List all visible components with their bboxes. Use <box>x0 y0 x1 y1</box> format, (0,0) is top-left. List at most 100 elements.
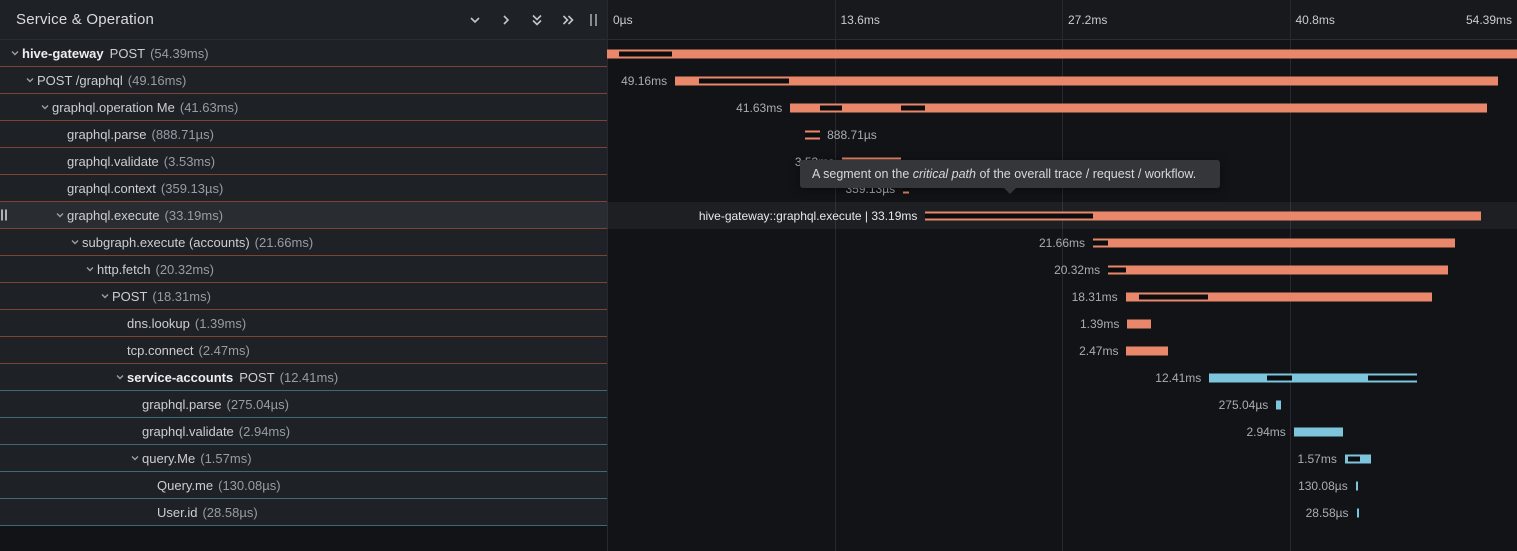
span-name-cell[interactable]: graphql.parse (888.71µs) <box>0 121 607 148</box>
time-tick-label: 27.2ms <box>1068 13 1108 27</box>
span-name-cell[interactable]: POST /graphql (49.16ms) <box>0 67 607 94</box>
span-operation-name: POST <box>239 369 275 385</box>
span-bar-cell[interactable]: 49.16ms <box>607 67 1517 94</box>
span-duration-label: 2.47ms <box>1079 343 1119 358</box>
chevron-down-icon[interactable] <box>23 75 37 85</box>
span-name-cell[interactable]: graphql.operation Me (41.63ms) <box>0 94 607 121</box>
span-name-cell[interactable]: graphql.validate (3.53ms) <box>0 148 607 175</box>
time-tick-label: 13.6ms <box>840 13 880 27</box>
span-bar[interactable] <box>1209 373 1417 382</box>
span-operation-name: User.id <box>157 504 198 520</box>
span-duration-label: 1.57ms <box>1297 451 1337 466</box>
span-bar[interactable] <box>1127 319 1151 328</box>
span-bar-cell[interactable]: 2.94ms <box>607 418 1517 445</box>
span-duration-text: (1.57ms) <box>200 450 252 466</box>
chevron-down-icon <box>467 12 483 28</box>
span-operation-name: graphql.operation Me <box>52 99 175 115</box>
chevron-down-icon[interactable] <box>98 291 112 301</box>
time-tick-label: 54.39ms <box>1465 13 1512 27</box>
chevron-down-icon[interactable] <box>128 453 142 463</box>
span-bar-cell[interactable]: 1.39ms <box>607 310 1517 337</box>
span-bar-cell[interactable]: 1.57ms <box>607 445 1517 472</box>
span-duration-text: (130.08µs) <box>218 477 281 493</box>
span-bar-cell[interactable]: 41.63ms <box>607 94 1517 121</box>
span-bar-cell[interactable]: 28.58µs <box>607 499 1517 526</box>
span-bar-cell[interactable] <box>607 40 1517 67</box>
span-duration-label: 18.31ms <box>1071 289 1118 304</box>
span-name-cell[interactable]: subgraph.execute (accounts) (21.66ms) <box>0 229 607 256</box>
span-bar[interactable] <box>1356 508 1359 517</box>
span-name-cell[interactable]: User.id (28.58µs) <box>0 499 607 526</box>
chevron-down-icon[interactable] <box>38 102 52 112</box>
span-bar[interactable] <box>1355 481 1358 490</box>
span-bar-cell[interactable]: 888.71µs <box>607 121 1517 148</box>
span-duration-text: (18.31ms) <box>152 288 211 304</box>
span-row: POST (18.31ms) 18.31ms <box>0 283 1517 310</box>
critical-path-segment <box>699 78 790 83</box>
span-bar[interactable] <box>675 76 1498 85</box>
span-bar-cell[interactable]: 21.66ms <box>607 229 1517 256</box>
tree-controls <box>467 12 576 28</box>
critical-path-segment <box>1139 294 1209 299</box>
span-bar[interactable] <box>1276 400 1281 409</box>
span-name-cell[interactable]: service-accounts POST (12.41ms) <box>0 364 607 391</box>
span-bar-cell[interactable]: 275.04µs <box>607 391 1517 418</box>
critical-path-segment <box>1367 375 1417 380</box>
span-bar[interactable] <box>790 103 1487 112</box>
span-name-cell[interactable]: hive-gateway POST (54.39ms) <box>0 40 607 67</box>
chevron-down-icon[interactable] <box>53 210 67 220</box>
timeline-ruler: 0µs 13.6ms 27.2ms 40.8ms 54.39ms <box>607 0 1517 40</box>
span-name-cell[interactable]: dns.lookup (1.39ms) <box>0 310 607 337</box>
expand-one-button[interactable] <box>498 12 514 28</box>
span-name-cell[interactable]: Query.me (130.08µs) <box>0 472 607 499</box>
span-bar[interactable] <box>1125 292 1432 301</box>
span-row: hive-gateway POST (54.39ms) <box>0 40 1517 67</box>
span-bar-cell[interactable]: 20.32ms <box>607 256 1517 283</box>
span-duration-label: 130.08µs <box>1298 478 1348 493</box>
expand-all-button[interactable] <box>560 12 576 28</box>
span-bar[interactable] <box>607 49 1517 58</box>
span-bar-cell[interactable]: 130.08µs <box>607 472 1517 499</box>
span-operation-name: http.fetch <box>97 261 151 277</box>
span-bar[interactable] <box>925 211 1481 220</box>
span-operation-name: subgraph.execute (accounts) <box>82 234 250 250</box>
span-operation-name: graphql.validate <box>142 423 234 439</box>
span-bar[interactable] <box>1126 346 1168 355</box>
span-bar[interactable] <box>1108 265 1449 274</box>
span-name-cell[interactable]: POST (18.31ms) <box>0 283 607 310</box>
collapse-all-button[interactable] <box>529 12 545 28</box>
span-bar-cell[interactable]: 18.31ms <box>607 283 1517 310</box>
span-name-cell[interactable]: query.Me (1.57ms) <box>0 445 607 472</box>
span-row: service-accounts POST (12.41ms) 12.41ms <box>0 364 1517 391</box>
span-name-cell[interactable]: graphql.parse (275.04µs) <box>0 391 607 418</box>
span-operation-name: POST <box>109 45 146 61</box>
span-name-cell[interactable]: graphql.context (359.13µs) <box>0 175 607 202</box>
span-name-cell[interactable]: graphql.validate (2.94ms) <box>0 418 607 445</box>
row-focus-indicator <box>1 209 7 221</box>
span-duration-text: (41.63ms) <box>179 99 239 115</box>
span-name-cell[interactable]: tcp.connect (2.47ms) <box>0 337 607 364</box>
chevron-down-icon[interactable] <box>8 48 22 58</box>
collapse-one-button[interactable] <box>467 12 483 28</box>
chevron-down-icon[interactable] <box>83 264 97 274</box>
tooltip-text: A segment on the <box>812 167 913 181</box>
span-bar[interactable] <box>1093 238 1456 247</box>
span-operation-name: tcp.connect <box>127 342 194 358</box>
span-duration-label: 12.41ms <box>1155 370 1202 385</box>
span-duration-text: (275.04µs) <box>226 396 289 412</box>
hovered-span-label: hive-gateway::graphql.execute | 33.19ms <box>698 208 918 223</box>
span-duration-label: 20.32ms <box>1054 262 1101 277</box>
span-bar-cell[interactable]: 12.41ms <box>607 364 1517 391</box>
span-duration-text: (888.71µs) <box>151 126 214 142</box>
span-name-cell[interactable]: graphql.execute (33.19ms) <box>0 202 607 229</box>
critical-path-segment <box>1266 375 1292 380</box>
chevron-down-icon[interactable] <box>68 237 82 247</box>
span-bar[interactable] <box>1293 427 1343 436</box>
span-bar-cell[interactable]: 2.47ms <box>607 337 1517 364</box>
span-bar-cell[interactable]: hive-gateway::graphql.execute | 33.19ms <box>607 202 1517 229</box>
span-name-cell[interactable]: http.fetch (20.32ms) <box>0 256 607 283</box>
double-chevron-down-icon <box>529 12 545 28</box>
column-resize-handle[interactable] <box>590 13 597 26</box>
chevron-down-icon[interactable] <box>113 372 127 382</box>
tooltip-text-rest: of the overall trace / request / workflo… <box>976 167 1197 181</box>
